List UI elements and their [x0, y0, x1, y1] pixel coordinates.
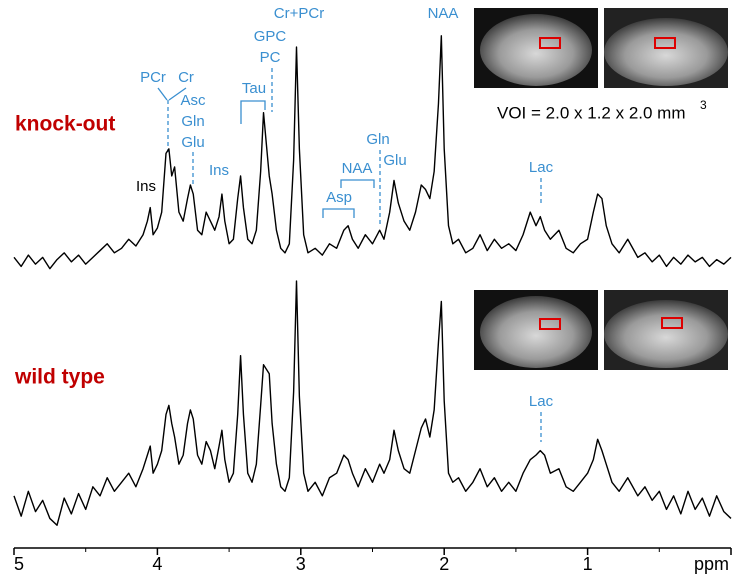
x-tick-label: 2 — [439, 554, 449, 574]
voi-exponent: 3 — [700, 98, 707, 112]
peak-label: Glu — [383, 152, 406, 169]
panel-title: knock-out — [15, 113, 115, 136]
peak-label: PCr — [140, 69, 166, 86]
peak-label: PC — [260, 49, 281, 66]
peak-label: Gln — [181, 113, 204, 130]
x-tick-label: 4 — [152, 554, 162, 574]
peak-label: Tau — [242, 80, 266, 97]
peak-label: NAA — [428, 5, 459, 22]
peak-label: Asc — [180, 92, 206, 109]
peak-label: Gln — [366, 131, 389, 148]
peak-label: Lac — [529, 159, 554, 176]
peak-label: Asp — [326, 189, 352, 206]
voi-label: VOI = 2.0 x 1.2 x 2.0 mm — [497, 103, 686, 122]
x-tick-label: 1 — [583, 554, 593, 574]
peak-label: Glu — [181, 134, 204, 151]
mri-images-bottom — [474, 290, 728, 370]
peak-label: Cr — [178, 69, 194, 86]
x-tick-label: 5 — [14, 554, 24, 574]
x-axis-label: ppm — [694, 554, 729, 574]
peak-label: GPC — [254, 28, 287, 45]
peak-label: Ins — [136, 178, 156, 195]
panel-title: wild type — [14, 366, 105, 389]
peak-guides — [158, 68, 541, 442]
figure: VOI = 2.0 x 1.2 x 2.0 mm 3 knock-out PCr C… — [0, 0, 745, 575]
page: {"chart_data": [ {"type": "line", "title… — [0, 0, 745, 575]
mri-images-top — [474, 8, 728, 88]
peak-label: Cr+PCr — [274, 5, 324, 22]
peak-label: Ins — [209, 162, 229, 179]
x-tick-label: 3 — [296, 554, 306, 574]
peak-label: Lac — [529, 393, 554, 410]
peak-label: NAA — [342, 160, 373, 177]
